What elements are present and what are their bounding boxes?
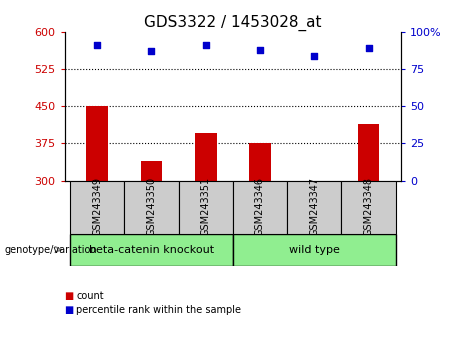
Text: GSM243350: GSM243350: [147, 176, 156, 236]
Bar: [86, 106, 108, 181]
Text: genotype/variation: genotype/variation: [5, 245, 97, 255]
Point: [256, 47, 264, 52]
Text: count: count: [76, 291, 104, 301]
Bar: [70, 181, 124, 234]
Bar: [233, 181, 287, 234]
Bar: [341, 181, 396, 234]
Bar: [141, 161, 162, 181]
Text: GSM243348: GSM243348: [364, 177, 373, 235]
Text: GSM243349: GSM243349: [92, 177, 102, 235]
Bar: [358, 124, 379, 181]
Bar: [249, 143, 271, 181]
Text: percentile rank within the sample: percentile rank within the sample: [76, 305, 241, 315]
Point: [94, 42, 101, 48]
Text: beta-catenin knockout: beta-catenin knockout: [89, 245, 214, 255]
Point: [202, 42, 209, 48]
Text: GSM243347: GSM243347: [309, 176, 319, 236]
Text: GSM243346: GSM243346: [255, 177, 265, 235]
Text: GSM243351: GSM243351: [201, 176, 211, 236]
Bar: [178, 181, 233, 234]
Point: [365, 45, 372, 51]
Bar: [195, 133, 217, 181]
Point: [148, 48, 155, 54]
Point: [311, 53, 318, 58]
Text: wild type: wild type: [289, 245, 340, 255]
Text: ■: ■: [65, 291, 74, 301]
Text: ■: ■: [65, 305, 74, 315]
Title: GDS3322 / 1453028_at: GDS3322 / 1453028_at: [144, 14, 322, 30]
Bar: [287, 181, 341, 234]
Bar: [233, 234, 396, 266]
Bar: [70, 234, 233, 266]
Bar: [124, 181, 178, 234]
